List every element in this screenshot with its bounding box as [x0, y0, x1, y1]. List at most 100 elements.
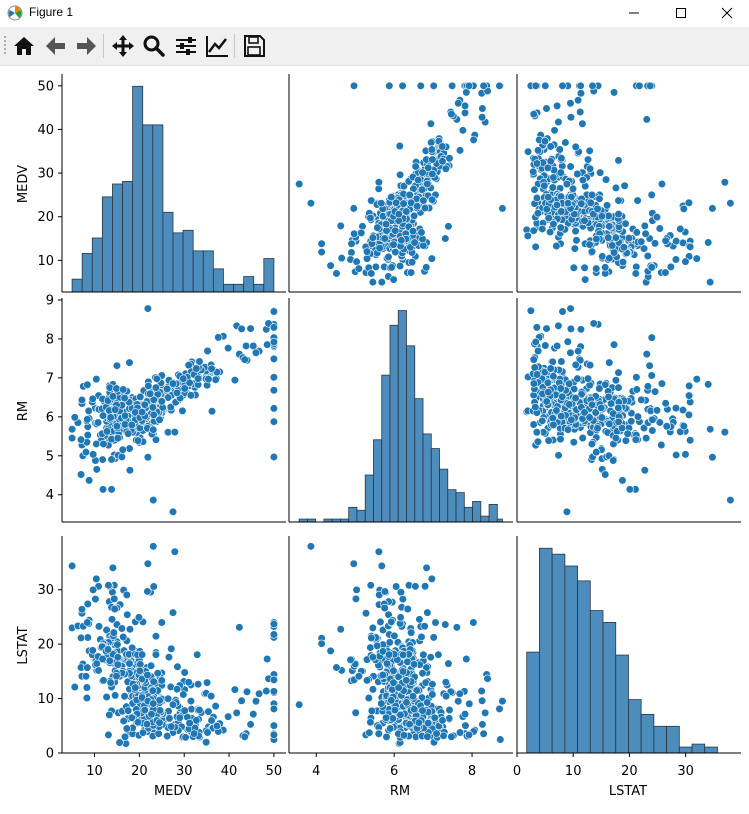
- scatter-point: [376, 617, 385, 627]
- scatter-point: [529, 355, 538, 364]
- scatter-point: [391, 247, 400, 257]
- scatter-point: [441, 164, 450, 173]
- scatter-point: [113, 640, 122, 649]
- scatter-point: [269, 619, 279, 629]
- scatter-point: [154, 729, 163, 738]
- scatter-point: [168, 379, 178, 388]
- scatter-point: [585, 413, 594, 422]
- panel-rm-vs-rm: [288, 298, 513, 523]
- y-axis-label: LSTAT: [16, 626, 31, 664]
- scatter-point: [144, 381, 153, 391]
- scatter-point: [661, 268, 670, 277]
- scatter-point: [155, 706, 165, 715]
- scatter-point: [620, 181, 629, 190]
- scatter-point: [113, 434, 122, 443]
- scatter-point: [478, 696, 487, 705]
- edit-axis-button[interactable]: [203, 33, 231, 59]
- panel-lstat-vs-rm: [288, 536, 513, 754]
- scatter-point: [269, 337, 279, 347]
- scatter-point: [382, 659, 392, 668]
- scatter-point: [633, 412, 643, 421]
- scatter-point: [684, 410, 694, 419]
- scatter-point: [496, 735, 505, 744]
- histogram-bar: [666, 725, 680, 754]
- scatter-point: [646, 81, 655, 90]
- scatter-point: [269, 323, 279, 332]
- scatter-point: [609, 456, 618, 465]
- scatter-point: [557, 207, 566, 216]
- close-button[interactable]: [704, 0, 749, 27]
- scatter-point: [398, 667, 408, 676]
- scatter-point: [387, 696, 396, 705]
- scatter-point: [207, 364, 216, 373]
- scatter-point: [368, 233, 377, 242]
- scatter-point: [105, 383, 114, 392]
- scatter-point: [666, 262, 675, 272]
- scatter-point: [367, 269, 376, 278]
- scatter-point: [204, 375, 213, 384]
- histogram-bar: [212, 268, 224, 293]
- scatter-point: [611, 434, 621, 443]
- scatter-point: [643, 382, 652, 391]
- scatter-point: [571, 360, 580, 370]
- scatter-point: [619, 243, 628, 252]
- scatter-point: [427, 138, 436, 147]
- scatter-point: [98, 411, 108, 420]
- save-button[interactable]: [240, 33, 268, 59]
- scatter-point: [377, 278, 386, 287]
- scatter-point: [263, 654, 272, 664]
- scatter-point: [186, 696, 196, 706]
- scatter-point: [413, 202, 422, 211]
- scatter-point: [604, 392, 613, 401]
- scatter-point: [249, 341, 258, 351]
- scatter-point: [155, 718, 164, 727]
- minimize-button[interactable]: [611, 0, 657, 27]
- scatter-point: [532, 428, 541, 437]
- scatter-point: [377, 199, 386, 208]
- scatter-point: [111, 405, 120, 414]
- scatter-point: [585, 361, 595, 370]
- scatter-point: [163, 384, 172, 393]
- scatter-point: [462, 654, 471, 664]
- scatter-point: [120, 732, 130, 741]
- scatter-point: [120, 411, 130, 420]
- scatter-point: [102, 427, 112, 436]
- histogram-bar: [691, 743, 706, 754]
- scatter-point: [614, 210, 623, 219]
- scatter-point: [552, 406, 561, 415]
- scatter-point: [202, 738, 211, 747]
- scatter-point: [374, 178, 383, 187]
- scatter-point: [704, 238, 713, 247]
- scatter-point: [123, 610, 132, 619]
- home-button[interactable]: [10, 33, 38, 59]
- scatter-point: [563, 337, 572, 346]
- scatter-point: [133, 436, 143, 445]
- scatter-point: [601, 263, 610, 272]
- histogram-bar: [564, 565, 578, 754]
- scatter-point: [224, 712, 233, 721]
- scatter-point: [598, 252, 607, 261]
- scatter-point: [533, 209, 543, 218]
- forward-button[interactable]: [72, 33, 100, 59]
- scatter-point: [185, 719, 194, 728]
- toolbar-separator: [234, 34, 235, 58]
- scatter-point: [83, 415, 92, 424]
- scatter-point: [478, 104, 487, 113]
- zoom-button[interactable]: [140, 33, 168, 59]
- scatter-point: [574, 347, 583, 356]
- scatter-point: [88, 646, 97, 655]
- configure-subplots-button[interactable]: [172, 33, 200, 59]
- scatter-point: [416, 81, 425, 90]
- arrow-left-icon: [46, 37, 65, 55]
- scatter-point: [403, 604, 412, 614]
- pan-button[interactable]: [109, 33, 137, 59]
- scatter-point: [242, 341, 251, 351]
- back-button[interactable]: [42, 33, 70, 59]
- scatter-point: [438, 716, 447, 725]
- maximize-button[interactable]: [658, 0, 704, 27]
- scatter-point: [184, 361, 193, 370]
- scatter-point: [173, 662, 182, 671]
- scatter-point: [149, 582, 158, 591]
- scatter-point: [428, 195, 437, 204]
- scatter-point: [554, 117, 563, 127]
